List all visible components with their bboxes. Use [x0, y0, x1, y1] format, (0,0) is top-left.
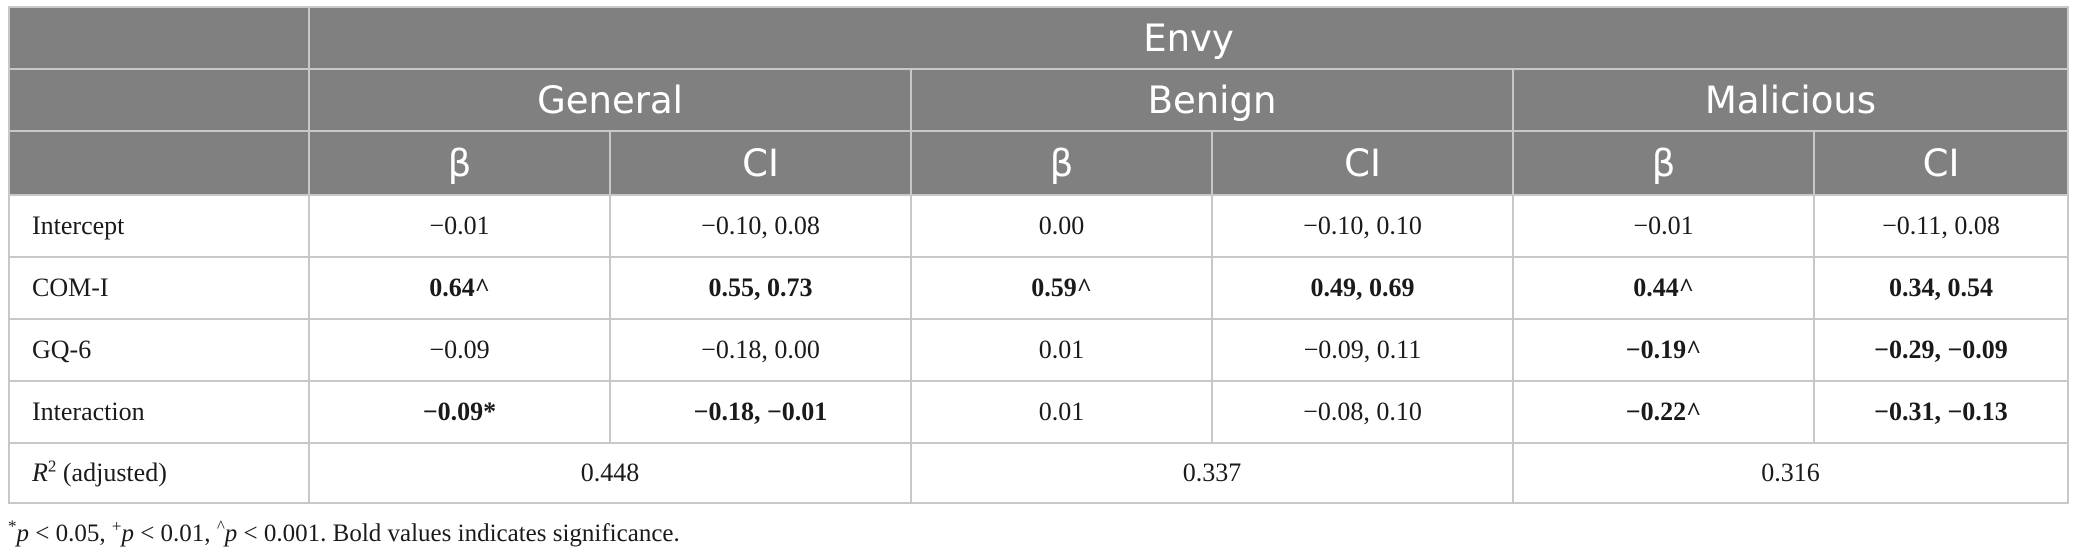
footnote-plus: + [111, 516, 122, 536]
header-row-sub: β CI β CI β CI [8, 130, 2069, 196]
beta-cell: 0.44^ [1512, 256, 1815, 320]
r-variable: R [32, 458, 48, 487]
header-sub-ci: CI [1211, 130, 1514, 196]
r-superscript: 2 [47, 456, 57, 476]
ci-cell: −0.09, 0.11 [1211, 318, 1514, 382]
header-row-groups: General Benign Malicious [8, 68, 2069, 132]
r2-general: 0.448 [308, 442, 912, 504]
ci-cell: −0.10, 0.08 [609, 194, 912, 258]
footnote-text: < 0.05, [29, 520, 112, 547]
row-label: GQ-6 [8, 318, 310, 382]
ci-cell: −0.29, −0.09 [1813, 318, 2069, 382]
beta-cell: 0.59^ [910, 256, 1213, 320]
r2-malicious: 0.316 [1512, 442, 2069, 504]
r-label-rest: (adjusted) [56, 458, 167, 487]
ci-cell: 0.49, 0.69 [1211, 256, 1514, 320]
table-row: GQ-6 −0.09 −0.18, 0.00 0.01 −0.09, 0.11 −0.19… [8, 318, 2069, 382]
ci-cell: −0.11, 0.08 [1813, 194, 2069, 258]
header-corner [8, 130, 310, 196]
beta-cell: 0.01 [910, 318, 1213, 382]
header-envy: Envy [308, 6, 2069, 70]
beta-cell: −0.01 [308, 194, 611, 258]
ci-cell: −0.10, 0.10 [1211, 194, 1514, 258]
ci-cell: −0.31, −0.13 [1813, 380, 2069, 444]
footnote-p: p [224, 520, 238, 547]
footnote-text: < 0.001. Bold values indicates significa… [237, 520, 680, 547]
ci-cell: 0.55, 0.73 [609, 256, 912, 320]
header-sub-ci: CI [1813, 130, 2069, 196]
row-label-r2: R2 (adjusted) [8, 442, 310, 504]
header-corner [8, 6, 310, 70]
footnote-caret: ^ [216, 516, 225, 536]
beta-cell: 0.01 [910, 380, 1213, 444]
table-row: Interaction −0.09* −0.18, −0.01 0.01 −0.08, … [8, 380, 2069, 444]
beta-cell: −0.19^ [1512, 318, 1815, 382]
row-label: Intercept [8, 194, 310, 258]
beta-cell: −0.09* [308, 380, 611, 444]
footnote-p: p [121, 520, 134, 547]
ci-cell: −0.18, 0.00 [609, 318, 912, 382]
ci-cell: 0.34, 0.54 [1813, 256, 2069, 320]
beta-cell: 0.00 [910, 194, 1213, 258]
r2-benign: 0.337 [910, 442, 1514, 504]
table-row-r2: R2 (adjusted) 0.448 0.337 0.316 [8, 442, 2069, 504]
footnote-star: * [8, 516, 17, 536]
table-body: Intercept −0.01 −0.10, 0.08 0.00 −0.10, 0.10… [8, 194, 2069, 504]
header-group-general: General [308, 68, 912, 132]
beta-cell: −0.22^ [1512, 380, 1815, 444]
regression-table-container: Envy General Benign Malicious β CI β CI … [8, 6, 2069, 504]
header-sub-ci: CI [609, 130, 912, 196]
header-sub-beta: β [308, 130, 611, 196]
header-group-malicious: Malicious [1512, 68, 2069, 132]
header-group-benign: Benign [910, 68, 1514, 132]
table-row: COM-I 0.64^ 0.55, 0.73 0.59^ 0.49, 0.69 0.44^… [8, 256, 2069, 320]
table-row: Intercept −0.01 −0.10, 0.08 0.00 −0.10, 0.10… [8, 194, 2069, 258]
footnote-p: p [16, 520, 30, 547]
row-label: COM-I [8, 256, 310, 320]
row-label: Interaction [8, 380, 310, 444]
table-footnote: *p < 0.05, +p < 0.01, ^p < 0.001. Bold v… [8, 516, 680, 548]
beta-cell: −0.01 [1512, 194, 1815, 258]
beta-cell: −0.09 [308, 318, 611, 382]
header-row-top: Envy [8, 6, 2069, 70]
header-corner [8, 68, 310, 132]
ci-cell: −0.08, 0.10 [1211, 380, 1514, 444]
footnote-text: < 0.01, [133, 520, 217, 547]
envy-regression-table: Envy General Benign Malicious β CI β CI … [8, 6, 2069, 504]
header-sub-beta: β [1512, 130, 1815, 196]
ci-cell: −0.18, −0.01 [609, 380, 912, 444]
beta-cell: 0.64^ [308, 256, 611, 320]
header-sub-beta: β [910, 130, 1213, 196]
